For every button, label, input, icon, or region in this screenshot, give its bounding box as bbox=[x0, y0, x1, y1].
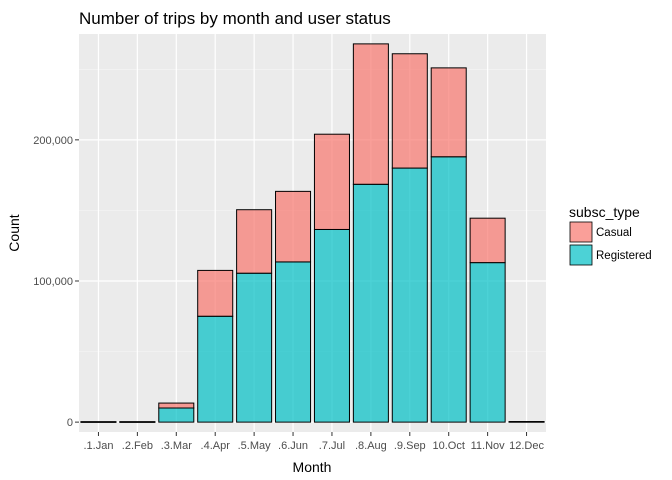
bar-registered-8 bbox=[352, 183, 389, 423]
bar-registered-3 bbox=[158, 407, 195, 423]
bar-casual-3 bbox=[158, 402, 195, 409]
x-tick-label: .6.Jun bbox=[278, 440, 308, 452]
bar-casual-9 bbox=[391, 53, 428, 169]
plot-panel bbox=[79, 34, 546, 432]
bar-casual-8 bbox=[352, 43, 389, 185]
x-tick-label: .8.Aug bbox=[355, 440, 387, 452]
bar-registered-10 bbox=[430, 156, 467, 423]
x-tick-label: .9.Sep bbox=[394, 440, 426, 452]
x-tick-label: .1.Jan bbox=[83, 440, 113, 452]
x-axis-ticks: .1.Jan .2.Feb .3.Mar .4.Apr .5.May .6.Jun .7.J… bbox=[83, 432, 544, 452]
x-tick-label: .3.Mar bbox=[161, 440, 193, 452]
bar-casual-2 bbox=[119, 421, 156, 423]
bar-registered-6 bbox=[275, 261, 312, 423]
y-tick-label: 0 bbox=[67, 417, 73, 429]
bar-casual-4 bbox=[197, 269, 234, 317]
legend-key-registered bbox=[569, 244, 593, 266]
y-axis-ticks: 0 100,000 200,000 bbox=[33, 135, 79, 429]
legend: subsc_type Casual Registered bbox=[569, 204, 652, 266]
bar-casual-6 bbox=[275, 190, 312, 263]
legend-label-registered: Registered bbox=[596, 250, 652, 262]
bar-casual-7 bbox=[313, 133, 350, 230]
x-tick-label: .7.Jul bbox=[319, 440, 345, 452]
bar-casual-1 bbox=[80, 421, 117, 423]
bar-casual-11 bbox=[469, 217, 506, 264]
chart-title: Number of trips by month and user status bbox=[79, 9, 391, 28]
legend-label-casual: Casual bbox=[596, 227, 632, 239]
bars bbox=[80, 43, 545, 423]
bar-registered-9 bbox=[391, 167, 428, 423]
minor-gridlines bbox=[79, 68, 546, 352]
bar-registered-7 bbox=[313, 228, 350, 423]
bar-registered-11 bbox=[469, 262, 506, 423]
bar-casual-12 bbox=[508, 421, 545, 423]
legend-title: subsc_type bbox=[569, 204, 640, 220]
x-tick-label: .4.Apr bbox=[201, 440, 231, 452]
bar-registered-4 bbox=[197, 315, 234, 423]
x-tick-label: 11.Nov bbox=[471, 440, 506, 452]
x-tick-label: .5.May bbox=[238, 440, 272, 452]
y-tick-label: 200,000 bbox=[33, 135, 73, 147]
x-tick-label: 10.Oct bbox=[433, 440, 465, 452]
x-tick-label: 12.Dec bbox=[509, 440, 544, 452]
y-axis-title: Count bbox=[6, 214, 22, 251]
bar-casual-10 bbox=[430, 67, 467, 158]
bar-registered-5 bbox=[236, 272, 273, 423]
x-axis-title: Month bbox=[293, 459, 332, 475]
y-tick-label: 100,000 bbox=[33, 276, 73, 288]
x-tick-label: .2.Feb bbox=[122, 440, 153, 452]
legend-key-casual bbox=[569, 221, 593, 243]
bar-casual-5 bbox=[236, 209, 273, 274]
